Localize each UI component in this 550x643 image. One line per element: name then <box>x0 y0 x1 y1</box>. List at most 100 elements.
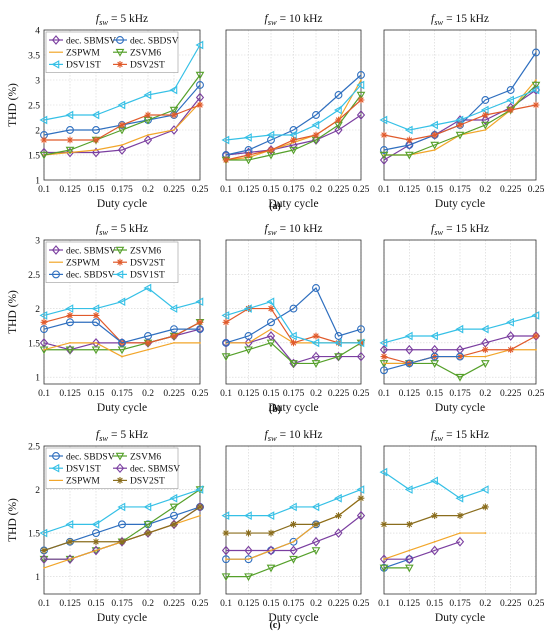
panel-b-1: 0.1 0.125 0.15 0.175 0.2 0.225 0.25 Duty cycle f… <box>220 223 370 414</box>
panel-c-2: 0.1 0.125 0.15 0.175 0.2 0.225 0.25 Duty cycle f… <box>378 429 545 624</box>
panel-c-1-line-dsv1st <box>226 488 362 517</box>
panel-b-0: 0.1 0.125 0.15 0.175 0.2 0.225 0.25 1 1.5 2 2.5 3 TH… <box>7 223 209 414</box>
panel-c-1-point-zsvm6-1 <box>244 573 253 582</box>
panel-c-1-xtick-4: 0.2 <box>310 599 322 609</box>
panel-a-2-point-dec-sbmsv-0 <box>379 155 389 165</box>
panel-a-2-point-dsv2st-6 <box>532 101 540 109</box>
panel-c-2-point-dsv1st-1 <box>404 485 413 494</box>
panel-c-1-xlabel: Duty cycle <box>268 612 318 624</box>
panel-b-1-point-dec-sbdsv-0 <box>222 338 230 347</box>
panel-b-0-series-dec-sbdsv <box>40 318 204 347</box>
panel-c-2-point-dsv1st-3 <box>455 493 464 503</box>
panel-b-0-point-dec-sbdsv-0 <box>40 325 48 334</box>
panel-c-0-xtick-2: 0.15 <box>88 599 105 609</box>
panel-a-0-point-dsv1st-1 <box>65 110 74 120</box>
panel-c-1-series-zsvm6 <box>221 547 321 582</box>
panel-b-2-xtick-1: 0.125 <box>399 389 421 399</box>
panel-b-0-ytick-0: 1 <box>35 374 40 384</box>
panel-c-1-point-dsv2st-5 <box>335 512 342 520</box>
panel-b-2-point-dec-sbdsv-0 <box>380 366 388 375</box>
panel-c-0-point-dsv1st-3 <box>117 502 126 512</box>
panel-b-2-point-dsv1st-3 <box>455 324 464 334</box>
panel-a-1-point-dsv1st-2 <box>266 130 275 140</box>
panel-b-1-point-dec-sbmsv-0 <box>221 338 231 348</box>
panel-c-0-point-dsv1st-0 <box>39 528 48 538</box>
panel-b-1-series-dec-sbdsv <box>222 284 365 347</box>
panel-c-2-xtick-6: 0.25 <box>528 599 545 609</box>
panel-c-1-point-dsv2st-1 <box>245 529 252 537</box>
panel-b-1-point-zspwm-2 <box>270 328 272 331</box>
panel-c-1-point-dec-sbdsv-3 <box>289 537 298 546</box>
panel-a-0-point-dsv1st-5 <box>169 85 178 95</box>
panel-a-1-xtick-1: 0.125 <box>238 185 260 195</box>
panel-b-0-frame <box>43 239 201 385</box>
panel-a-0-legend: dec. SBMSV dec. SBDSV ZSPWM ZSVM6 DSV1ST DSV2… <box>45 31 179 73</box>
panel-a-1-xtick-5: 0.225 <box>328 185 350 195</box>
panel-a-2-point-dsv2st-3 <box>456 121 464 129</box>
panel-b-0-point-dec-sbdsv-2 <box>92 318 100 327</box>
panel-a-2-point-zspwm-6 <box>535 79 537 81</box>
panel-a-2-point-dsv1st-5 <box>506 95 514 105</box>
panel-b-2-point-dsv2st-5 <box>507 346 515 354</box>
panel-a-2-xtick-4: 0.2 <box>479 185 491 195</box>
panel-b-0-point-dsv1st-3 <box>117 297 126 307</box>
panel-c-2-point-dec-sbmsv-3 <box>455 536 465 547</box>
panel-c-0-point-dsv1st-4 <box>143 502 152 512</box>
panel-b-1-point-dsv1st-6 <box>356 338 365 348</box>
panel-b-0-point-dsv2st-1 <box>66 312 74 319</box>
panel-b-1-point-zsvm6-1 <box>244 346 253 355</box>
panel-c-0-point-dsv2st-4 <box>144 529 152 537</box>
panel-b-1-xtick-2: 0.15 <box>263 389 280 399</box>
panel-c-0-point-zspwm-0 <box>43 566 45 569</box>
panel-a-2: 0.1 0.125 0.15 0.175 0.2 0.225 0.25 Duty cycle f… <box>378 13 545 210</box>
panel-c-0-point-dsv2st-6 <box>196 503 204 511</box>
panel-c-2-series-dsv1st <box>379 467 489 503</box>
panel-b-0-point-dsv1st-0 <box>39 311 48 320</box>
panel-c-0-legend-marker-dsv2st <box>116 477 124 484</box>
panel-b-0-point-dsv2st-6 <box>196 318 204 326</box>
panel-b-1-point-dsv2st-0 <box>222 318 230 326</box>
panel-a-1-point-dec-sbdsv-5 <box>334 91 343 99</box>
panel-b-0-legend-label-zspwm: ZSPWM <box>66 259 100 269</box>
row-label-b: (b) <box>269 404 281 415</box>
panel-a-2-point-dsv1st-2 <box>430 120 438 130</box>
panel-b-0-ytick-3: 2.5 <box>28 271 40 281</box>
panel-a-0-legend-marker-dec-sbdsv <box>116 36 124 44</box>
panel-b-0-legend-label-dec-sbdsv: dec. SBDSV <box>66 271 115 281</box>
panel-b-2-series-dec-sbdsv <box>380 352 464 375</box>
panel-a-0-point-dsv1st-2 <box>91 110 100 120</box>
panel-c-0-point-dsv2st-5 <box>170 520 178 528</box>
panel-c-2-point-dec-sbmsv-1 <box>405 554 414 565</box>
panel-b-2-line-dsv1st <box>383 314 537 344</box>
panel-c-1-xtick-0: 0.1 <box>220 599 232 609</box>
panel-c-1-grid <box>225 445 362 594</box>
panel-b-2-xtick-0: 0.1 <box>378 389 390 399</box>
panel-c-1-title: fsw = 10 kHz <box>265 429 323 443</box>
panel-c-0-point-dec-sbdsv-3 <box>118 520 126 529</box>
panel-a-1-point-dsv2st-4 <box>312 131 320 139</box>
panel-b-1-point-zsvm6-4 <box>311 360 321 368</box>
panel-a-1-xlabel: Duty cycle <box>268 198 318 210</box>
panel-a-1-point-dec-sbmsv-6 <box>356 110 366 120</box>
panel-b-1-series-dsv1st <box>221 297 365 348</box>
panel-a-1-point-zsvm6-6 <box>356 91 366 100</box>
panel-b-2-xtick-5: 0.225 <box>500 389 522 399</box>
panel-a-0-point-dec-sbmsv-1 <box>65 147 75 158</box>
panel-a-0-xlabel: Duty cycle <box>97 198 147 210</box>
panel-a-1-point-dec-sbmsv-5 <box>334 125 343 135</box>
panel-c-1-point-zsvm6-3 <box>289 555 298 564</box>
panel-b-1-point-dec-sbdsv-3 <box>289 304 298 313</box>
panel-b-1-title: fsw = 10 kHz <box>265 223 323 237</box>
panel-a-0-legend-label-dsv1st: DSV1ST <box>66 61 101 71</box>
panel-b-0-point-dsv2st-2 <box>92 312 100 319</box>
panel-b-0-legend-marker-dsv1st <box>115 270 124 279</box>
panel-b-0-point-dsv1st-2 <box>91 304 100 313</box>
panel-c-2-xtick-4: 0.2 <box>479 599 491 609</box>
panel-c-1-point-dsv1st-6 <box>356 485 365 494</box>
panel-a-2-point-dec-sbdsv-6 <box>532 48 540 57</box>
panel-a-2-point-dsv2st-0 <box>380 131 388 139</box>
panel-a-1-point-dsv1st-5 <box>333 105 342 115</box>
panel-b-0-point-dec-sbdsv-6 <box>196 325 204 334</box>
panel-c-0-point-dsv1st-2 <box>91 520 100 529</box>
